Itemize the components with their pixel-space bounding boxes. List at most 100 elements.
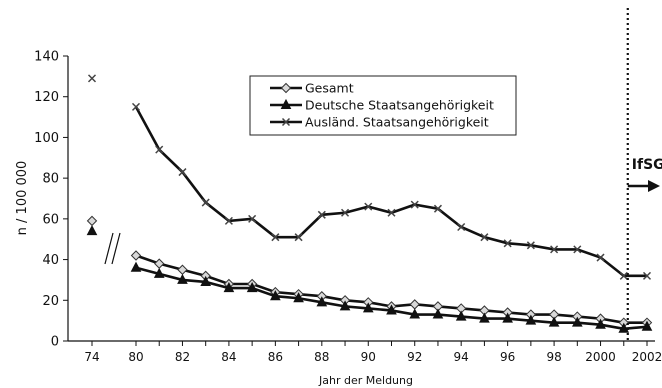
x-tick-label: 2002 [632, 350, 662, 364]
break-slash [111, 232, 121, 265]
data-point [526, 241, 535, 250]
data-point-1974 [86, 215, 98, 227]
x-tick-label: 98 [546, 350, 561, 364]
series-layer [86, 74, 653, 333]
data-point [595, 318, 606, 329]
data-point [201, 198, 210, 207]
data-point [246, 282, 258, 293]
data-point [200, 275, 212, 286]
legend: Gesamt Deutsche Staatsangehörigkeit Auslän… [249, 75, 517, 136]
data-point [339, 300, 351, 311]
data-point [455, 310, 467, 321]
data-point [550, 245, 559, 254]
x-tick-label: 96 [500, 350, 515, 364]
y-tick-label: 40 [42, 253, 59, 268]
ifsg-annotation: IfSG [626, 8, 662, 341]
y-tick-label: 100 [34, 131, 59, 146]
data-point [642, 271, 652, 280]
data-point [457, 222, 466, 232]
data-point [618, 322, 630, 333]
data-point [223, 282, 235, 293]
series-line [135, 266, 648, 331]
data-point [293, 292, 304, 303]
data-point [525, 314, 537, 325]
y-tick-label: 140 [34, 50, 59, 65]
legend-marker [280, 98, 292, 109]
data-point [130, 250, 142, 261]
legend-item: Deutsche Staatsangehörigkeit [270, 98, 494, 113]
data-point [409, 299, 420, 310]
y-tick-label: 60 [42, 212, 59, 227]
legend-label: Gesamt [305, 81, 354, 96]
arrow-right-icon [648, 180, 660, 192]
x-tick-label: 92 [407, 350, 422, 364]
data-point [409, 308, 421, 319]
x-axis-label: Jahr der Meldung [318, 374, 413, 387]
data-point [271, 233, 280, 242]
data-point [154, 258, 165, 269]
data-point [433, 204, 442, 213]
x-axis-ticks: 74 80 82 84 86 88 90 92 94 96 98 2000 2002 [84, 341, 662, 364]
data-point [270, 290, 281, 301]
y-axis-ticks: 0 20 40 60 80 100 120 140 [34, 50, 68, 350]
data-point [153, 267, 165, 278]
x-tick-label: 82 [175, 350, 190, 364]
legend-label: Deutsche Staatsangehörigkeit [305, 98, 494, 113]
break-slash [104, 232, 114, 265]
y-tick-label: 80 [42, 172, 59, 187]
data-point [548, 316, 560, 327]
legend-label: Ausländ. Staatsangehörigkeit [305, 115, 489, 130]
data-point [432, 308, 444, 319]
data-point [155, 145, 164, 154]
data-point [479, 312, 490, 323]
data-point [294, 233, 303, 242]
x-tick-label: 2000 [585, 350, 616, 364]
data-point [571, 316, 583, 327]
data-point [387, 208, 396, 217]
legend-marker [280, 82, 292, 94]
data-point [503, 239, 512, 248]
ifsg-label: IfSG [632, 157, 662, 173]
series-2 [86, 225, 653, 333]
data-point [364, 202, 373, 211]
data-point [177, 264, 188, 275]
legend-marker [281, 117, 291, 127]
x-tick-label: 74 [84, 350, 99, 364]
data-point [317, 210, 326, 219]
data-point [619, 271, 628, 280]
data-point [316, 296, 328, 307]
data-point-1974 [86, 225, 98, 236]
y-tick-label: 20 [42, 294, 59, 309]
data-point [224, 216, 233, 225]
data-point [480, 233, 489, 242]
data-point [573, 245, 582, 254]
data-point-1974 [87, 74, 97, 83]
data-point [596, 253, 605, 262]
legend-item: Ausländ. Staatsangehörigkeit [270, 115, 489, 130]
axis-break-mark [104, 232, 121, 265]
x-tick-label: 86 [268, 350, 283, 364]
y-tick-label: 0 [51, 335, 59, 350]
data-point [362, 302, 374, 313]
data-point [410, 200, 419, 209]
data-point [177, 273, 188, 284]
x-tick-label: 80 [128, 350, 143, 364]
data-point [386, 304, 397, 315]
data-point [178, 168, 187, 177]
x-tick-label: 94 [454, 350, 469, 364]
x-tick-label: 90 [361, 350, 376, 364]
x-tick-label: 88 [314, 350, 329, 364]
axes [67, 56, 655, 342]
data-point [341, 208, 350, 217]
series-3 [87, 74, 652, 280]
data-point [130, 261, 142, 272]
x-tick-label: 84 [221, 350, 236, 364]
data-point [248, 214, 257, 223]
data-point [131, 102, 141, 111]
data-point [502, 312, 513, 323]
data-point [641, 320, 653, 331]
legend-item: Gesamt [270, 81, 354, 96]
y-tick-label: 120 [34, 90, 59, 105]
y-axis-label: n / 100 000 [15, 161, 30, 236]
